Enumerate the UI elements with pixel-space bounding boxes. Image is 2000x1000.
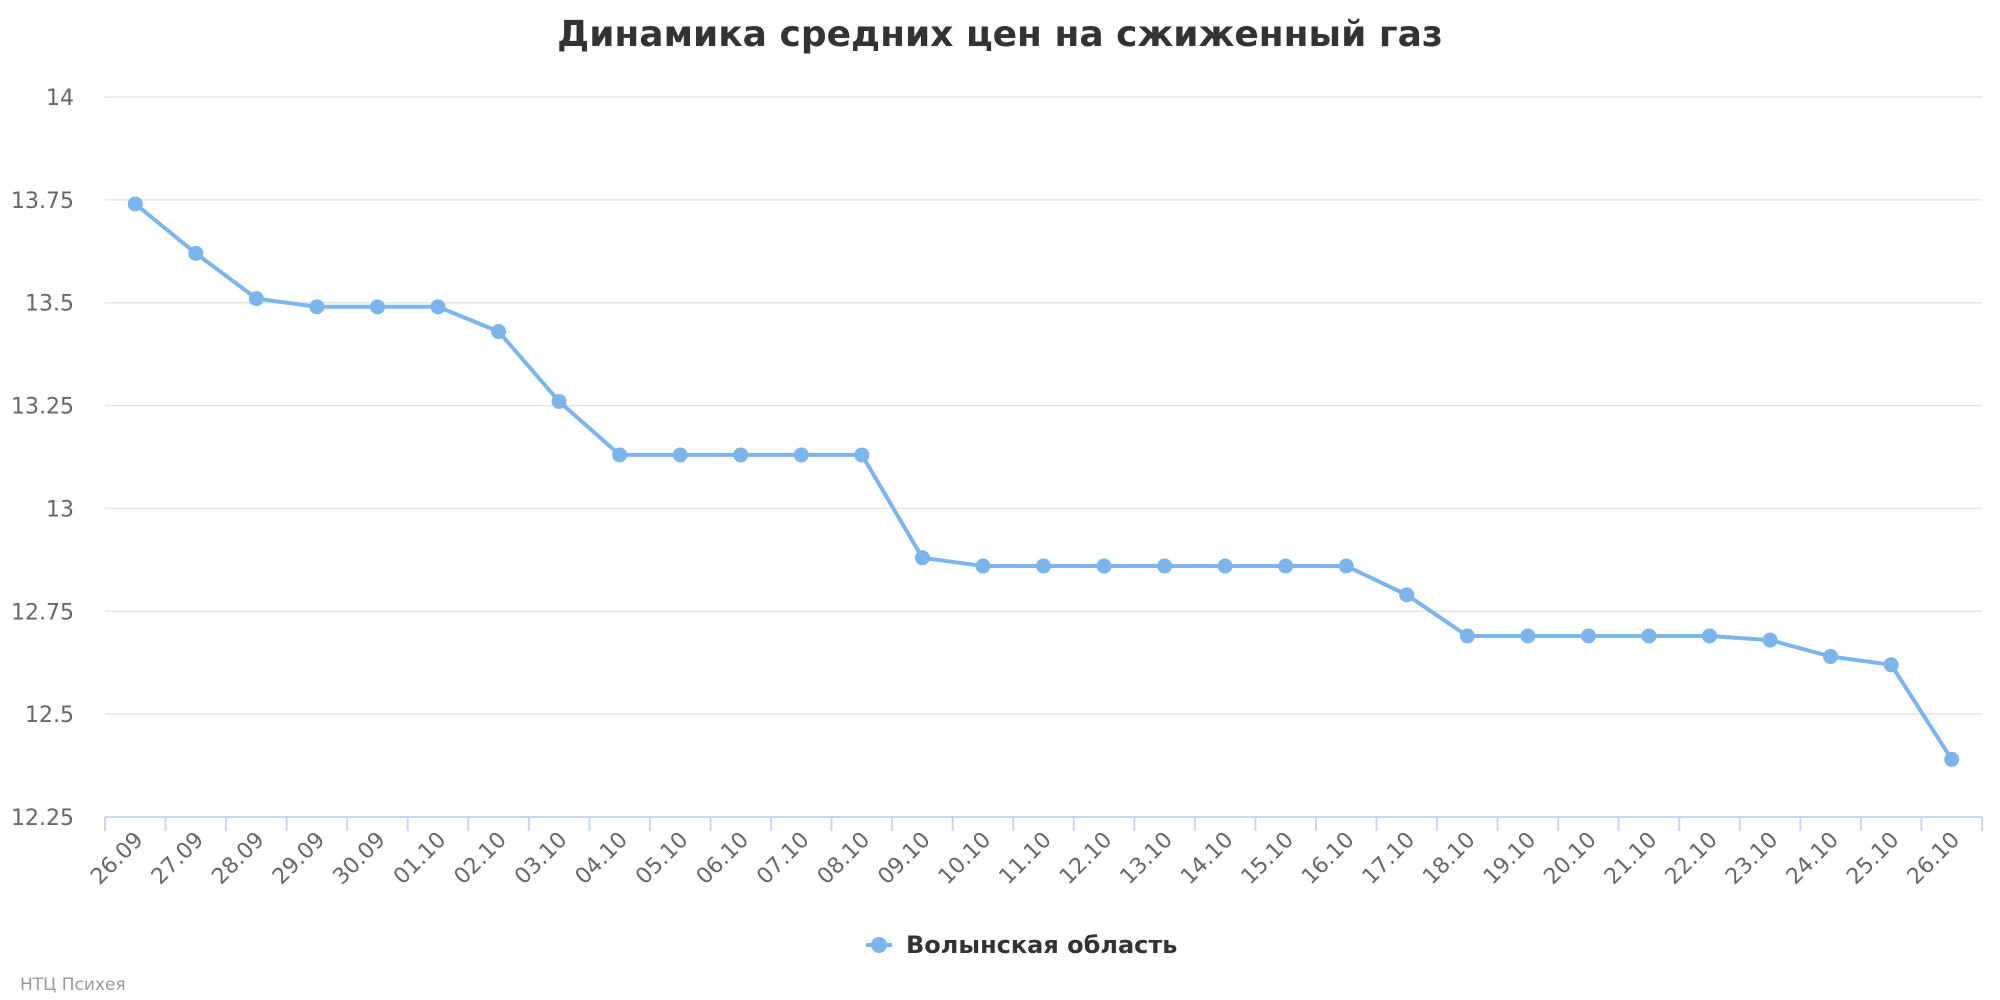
data-point[interactable] bbox=[188, 245, 204, 261]
x-tick-label: 14.10 bbox=[1176, 828, 1238, 890]
data-point[interactable] bbox=[1762, 632, 1778, 648]
data-point[interactable] bbox=[914, 550, 930, 566]
data-point[interactable] bbox=[369, 299, 385, 315]
x-tick-label: 18.10 bbox=[1418, 828, 1480, 890]
x-tick-label: 10.10 bbox=[934, 828, 996, 890]
data-point[interactable] bbox=[1096, 558, 1112, 574]
x-tick-label: 06.10 bbox=[692, 828, 754, 890]
data-point[interactable] bbox=[430, 299, 446, 315]
x-tick-label: 02.10 bbox=[450, 828, 512, 890]
x-tick-label: 30.09 bbox=[328, 828, 390, 890]
x-tick-label: 09.10 bbox=[873, 828, 935, 890]
x-tick-label: 19.10 bbox=[1479, 828, 1541, 890]
data-point[interactable] bbox=[248, 291, 264, 307]
y-tick-label: 13 bbox=[46, 497, 74, 522]
y-tick-label: 14 bbox=[46, 86, 74, 111]
x-tick-label: 23.10 bbox=[1721, 828, 1783, 890]
data-point[interactable] bbox=[1641, 628, 1657, 644]
data-point[interactable] bbox=[1520, 628, 1536, 644]
data-point[interactable] bbox=[975, 558, 991, 574]
legend[interactable]: Волынская область bbox=[866, 931, 1177, 959]
x-axis: 26.0927.0928.0929.0930.0901.1002.1003.10… bbox=[86, 816, 1983, 890]
x-tick-label: 15.10 bbox=[1237, 828, 1299, 890]
data-point[interactable] bbox=[1580, 628, 1596, 644]
data-point[interactable] bbox=[1157, 558, 1173, 574]
x-tick-label: 17.10 bbox=[1358, 828, 1420, 890]
data-point[interactable] bbox=[1702, 628, 1718, 644]
x-tick-label: 26.10 bbox=[1903, 828, 1965, 890]
data-point[interactable] bbox=[1883, 657, 1899, 673]
x-tick-label: 28.09 bbox=[207, 828, 269, 890]
y-tick-label: 13.5 bbox=[25, 292, 74, 317]
x-tick-label: 13.10 bbox=[1116, 828, 1178, 890]
x-tick-label: 29.09 bbox=[268, 828, 330, 890]
x-tick-label: 04.10 bbox=[571, 828, 633, 890]
data-point[interactable] bbox=[1217, 558, 1233, 574]
data-point[interactable] bbox=[309, 299, 325, 315]
data-point[interactable] bbox=[1338, 558, 1354, 574]
x-tick-label: 27.09 bbox=[147, 828, 209, 890]
y-tick-label: 12.5 bbox=[25, 703, 74, 728]
chart-title: Динамика средних цен на сжиженный газ bbox=[557, 14, 1443, 55]
x-tick-label: 22.10 bbox=[1661, 828, 1723, 890]
data-point[interactable] bbox=[612, 447, 628, 463]
x-tick-label: 24.10 bbox=[1782, 828, 1844, 890]
x-tick-label: 07.10 bbox=[752, 828, 814, 890]
y-tick-label: 13.25 bbox=[11, 395, 74, 420]
series-line bbox=[133, 202, 1954, 762]
x-tick-label: 16.10 bbox=[1297, 828, 1359, 890]
legend-label: Волынская область bbox=[906, 931, 1177, 959]
data-point[interactable] bbox=[672, 447, 688, 463]
x-tick-label: 25.10 bbox=[1842, 828, 1904, 890]
x-tick-label: 05.10 bbox=[631, 828, 693, 890]
y-tick-label: 13.75 bbox=[11, 189, 74, 214]
grid-lines bbox=[105, 96, 1982, 715]
y-tick-label: 12.75 bbox=[11, 600, 74, 625]
data-point[interactable] bbox=[1278, 558, 1294, 574]
data-point[interactable] bbox=[127, 196, 143, 212]
credits-text[interactable]: НТЦ Психея bbox=[20, 975, 126, 995]
data-point[interactable] bbox=[1399, 587, 1415, 603]
y-axis: 12.25 12.5 12.75 13 13.25 13.5 13.75 14 bbox=[11, 86, 74, 831]
data-point[interactable] bbox=[1823, 649, 1839, 665]
x-tick-label: 11.10 bbox=[995, 828, 1057, 890]
x-tick-label: 08.10 bbox=[813, 828, 875, 890]
data-point[interactable] bbox=[733, 447, 749, 463]
legend-dot-marker bbox=[871, 937, 887, 953]
x-tick-label: 26.09 bbox=[86, 828, 148, 890]
series-group bbox=[127, 196, 1960, 767]
x-tick-label: 01.10 bbox=[389, 828, 451, 890]
x-tick-label: 12.10 bbox=[1055, 828, 1117, 890]
data-point[interactable] bbox=[491, 324, 507, 340]
data-point[interactable] bbox=[1036, 558, 1051, 574]
data-point[interactable] bbox=[551, 393, 567, 409]
data-point[interactable] bbox=[854, 447, 870, 463]
x-tick-label: 21.10 bbox=[1600, 828, 1662, 890]
x-tick-label: 03.10 bbox=[510, 828, 572, 890]
data-point[interactable] bbox=[1944, 751, 1960, 767]
data-point[interactable] bbox=[793, 447, 809, 463]
y-tick-label: 12.25 bbox=[11, 806, 74, 831]
data-point[interactable] bbox=[1459, 628, 1475, 644]
x-tick-label: 20.10 bbox=[1539, 828, 1601, 890]
